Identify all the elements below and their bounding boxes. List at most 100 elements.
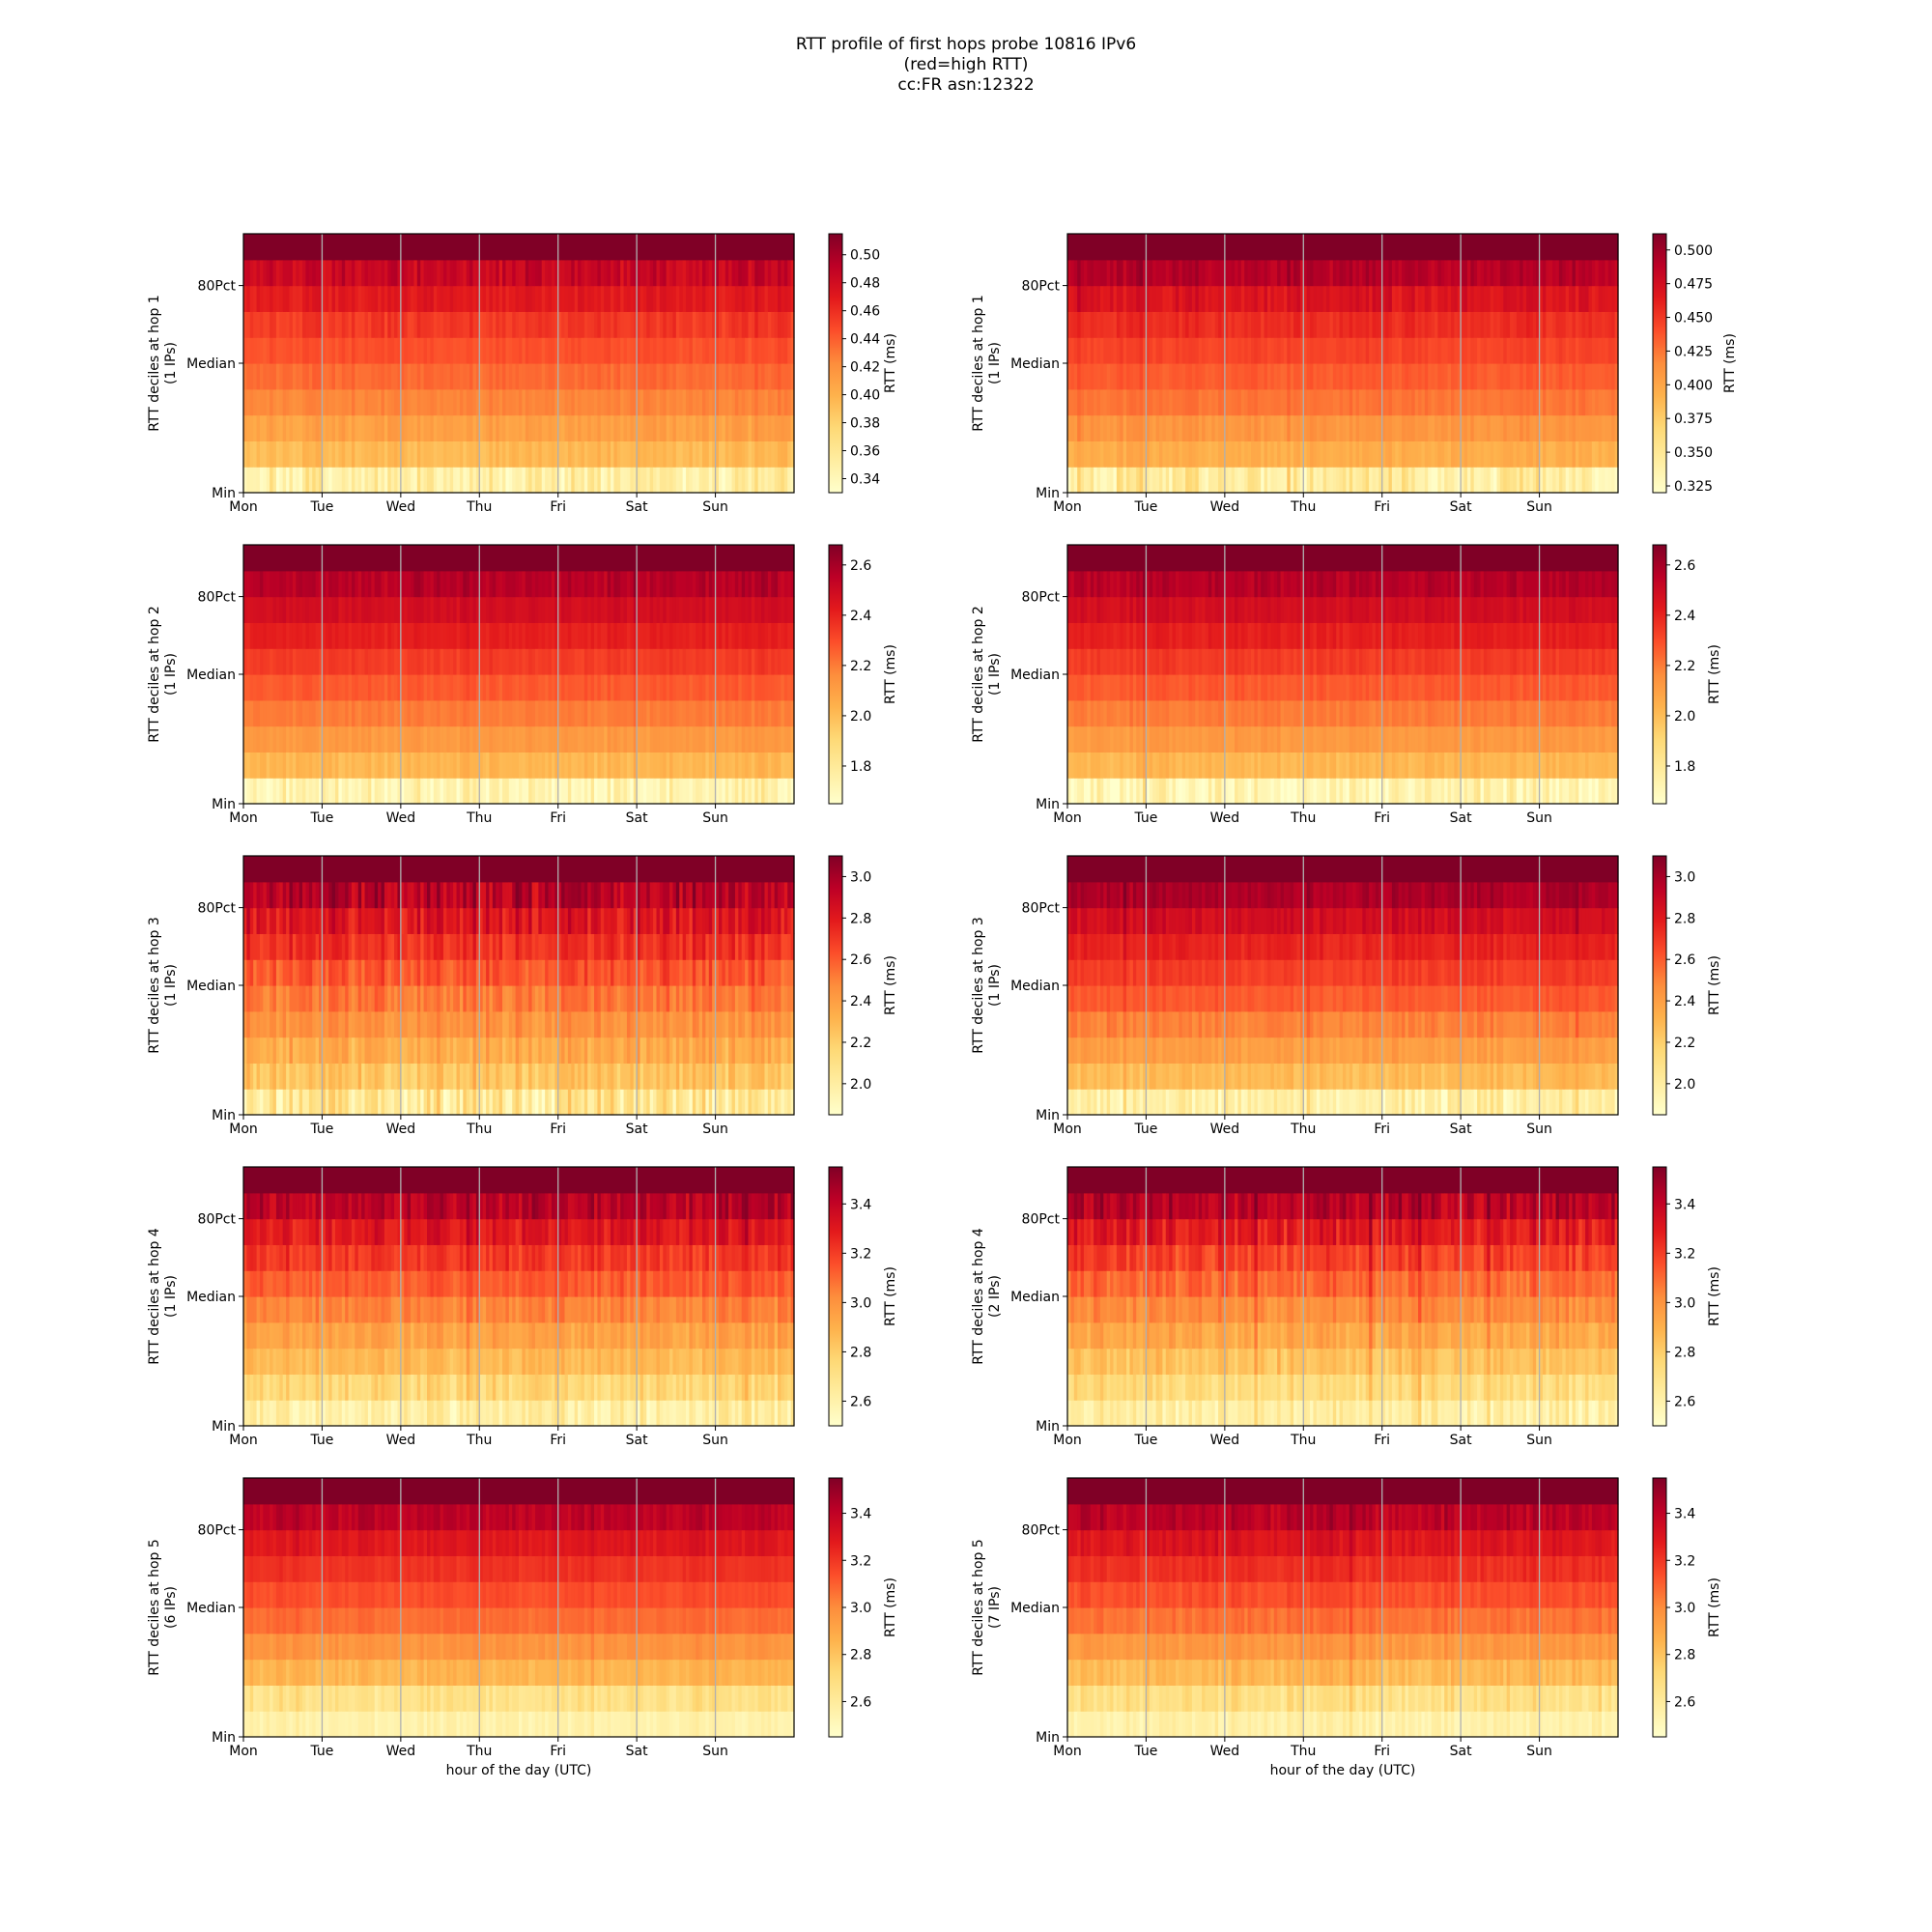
heatmap-cell: [446, 337, 451, 364]
heatmap-cell: [712, 467, 717, 494]
heatmap-cell: [545, 622, 550, 649]
heatmap-cell: [600, 337, 605, 364]
heatmap-cell: [1414, 467, 1419, 494]
heatmap-cell: [696, 388, 700, 416]
heatmap-cell: [1313, 285, 1318, 312]
heatmap-cell: [705, 414, 710, 441]
heatmap-cell: [581, 363, 585, 390]
heatmap-cell: [270, 778, 274, 805]
heatmap-cell: [364, 311, 369, 338]
heatmap-cell: [637, 285, 641, 312]
heatmap-cell: [315, 648, 320, 675]
heatmap-cell: [545, 570, 550, 598]
heatmap-cell: [581, 596, 585, 623]
heatmap-cell: [715, 311, 720, 338]
heatmap-cell: [319, 337, 324, 364]
heatmap-cell: [351, 648, 355, 675]
heatmap-cell: [357, 285, 362, 312]
heatmap-cell: [259, 259, 264, 287]
heatmap-cell: [249, 234, 254, 261]
heatmap-cell: [724, 285, 729, 312]
heatmap-cell: [437, 467, 441, 494]
heatmap-cell: [384, 311, 388, 338]
heatmap-cell: [1450, 440, 1455, 468]
heatmap-cell: [581, 337, 585, 364]
heatmap-cell: [286, 388, 291, 416]
heatmap-cell: [1437, 234, 1442, 261]
heatmap-cell: [761, 259, 766, 287]
heatmap-cell: [538, 388, 543, 416]
heatmap-cell: [519, 414, 523, 441]
heatmap-cell: [475, 440, 480, 468]
heatmap-cell: [738, 467, 743, 494]
heatmap-cell: [616, 363, 621, 390]
heatmap-cell: [679, 285, 684, 312]
heatmap-cell: [718, 285, 723, 312]
heatmap-cell: [1565, 414, 1570, 441]
heatmap-cell: [722, 388, 726, 416]
heatmap-cell: [715, 414, 720, 441]
heatmap-cell: [1266, 285, 1271, 312]
heatmap-cell: [686, 234, 691, 261]
heatmap-cell: [437, 259, 441, 287]
heatmap-cell: [508, 285, 513, 312]
heatmap-cell: [557, 467, 562, 494]
heatmap-cell: [1129, 388, 1134, 416]
heatmap-cell: [738, 363, 743, 390]
heatmap-cell: [1369, 363, 1374, 390]
heatmap-cell: [305, 414, 310, 441]
heatmap-cell: [289, 363, 294, 390]
heatmap-cell: [538, 440, 543, 468]
heatmap-cell: [322, 259, 327, 287]
heatmap-cell: [745, 337, 750, 364]
heatmap-cell: [705, 311, 710, 338]
heatmap-cell: [319, 285, 324, 312]
heatmap-cell: [371, 337, 376, 364]
heatmap-cell: [724, 467, 729, 494]
heatmap-cell: [1185, 259, 1190, 287]
heatmap-cell: [449, 311, 454, 338]
heatmap-cell: [331, 285, 336, 312]
heatmap-cell: [656, 414, 661, 441]
heatmap-cell: [364, 467, 369, 494]
heatmap-cell: [1266, 388, 1271, 416]
heatmap-cell: [1277, 467, 1282, 494]
heatmap-cell: [1152, 311, 1157, 338]
heatmap-cell: [672, 699, 677, 727]
heatmap-cell: [696, 674, 700, 701]
heatmap-cell: [328, 337, 333, 364]
heatmap-cell: [741, 699, 746, 727]
heatmap-cell: [275, 440, 280, 468]
heatmap-cell: [722, 363, 726, 390]
heatmap-cell: [259, 596, 264, 623]
heatmap-cell: [604, 259, 609, 287]
heatmap-cell: [1437, 467, 1442, 494]
heatmap-cell: [578, 363, 582, 390]
heatmap-cell: [437, 414, 441, 441]
heatmap-cell: [574, 440, 579, 468]
heatmap-cell: [642, 234, 647, 261]
heatmap-cell: [404, 467, 409, 494]
heatmap-cell: [446, 388, 451, 416]
colorbar-tick-label: 0.425: [1674, 344, 1713, 359]
heatmap-cell: [442, 363, 447, 390]
heatmap-cell: [728, 363, 733, 390]
heatmap-cell: [459, 467, 464, 494]
heatmap-cell: [767, 259, 772, 287]
heatmap-cell: [672, 725, 677, 753]
heatmap-cell: [1106, 440, 1111, 468]
heatmap-cell: [341, 440, 346, 468]
heatmap-cell: [764, 311, 769, 338]
heatmap-cell: [292, 778, 297, 805]
heatmap-cell: [522, 363, 526, 390]
heatmap-cell: [338, 467, 343, 494]
heatmap-cell: [1083, 259, 1088, 287]
heatmap-cell: [534, 285, 539, 312]
heatmap-cell: [275, 311, 280, 338]
heatmap-cell: [1496, 285, 1501, 312]
heatmap-cell: [423, 414, 428, 441]
heatmap-cell: [325, 259, 329, 287]
heatmap-cell: [423, 388, 428, 416]
heatmap-cell: [604, 596, 609, 623]
